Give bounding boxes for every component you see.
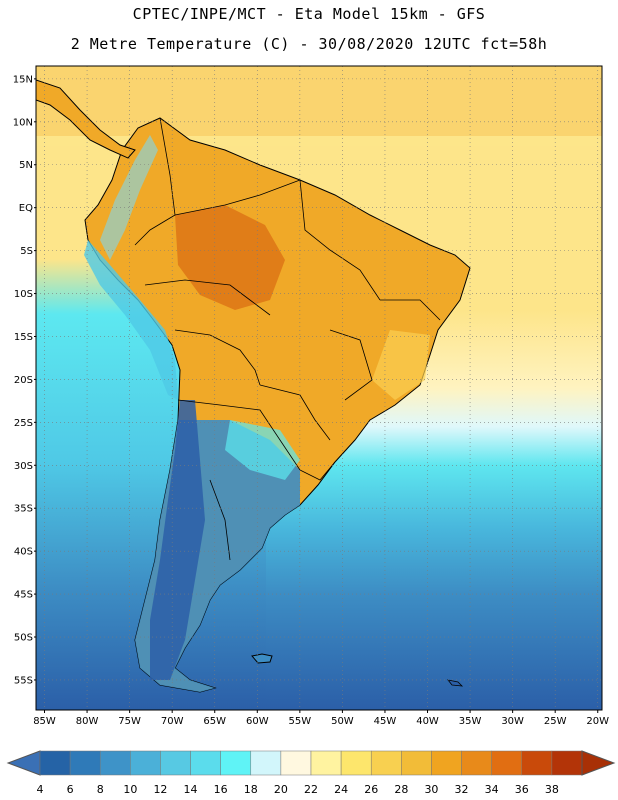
colorbar-tick-label: 14	[183, 783, 198, 796]
colorbar-swatch	[39, 750, 71, 776]
colorbar-tick-label: 28	[394, 783, 409, 796]
colorbar-tick-label: 10	[123, 783, 138, 796]
lon-label: 40W	[416, 716, 439, 727]
colorbar-tick-label: 8	[96, 783, 104, 796]
lon-label: 65W	[203, 716, 226, 727]
lat-label: 10S	[14, 289, 33, 300]
colorbar-tick-label: 6	[66, 783, 74, 796]
country-borders	[134, 117, 441, 561]
colorbar-tick-label: 34	[484, 783, 499, 796]
lat-label: 5S	[20, 246, 33, 257]
longitude-labels: 85W 80W 75W 70W 65W 60W 55W 50W 45W 40W 35W 30W 25W 2…	[33, 710, 609, 727]
colorbar-tick-label: 22	[304, 783, 318, 796]
central-america	[36, 79, 136, 159]
lon-label: 20W	[586, 716, 609, 727]
colorbar-tick-label: 36	[514, 783, 529, 796]
lat-label: 40S	[14, 547, 33, 558]
map-frame	[35, 65, 603, 711]
falkland-islands	[251, 653, 273, 664]
central-cyan	[225, 420, 300, 480]
lat-label: 10N	[13, 117, 33, 128]
colorbar-swatch	[190, 750, 221, 776]
latitude-labels: 15N 10N 5N EQ 5S 10S 15S 20S 25S 30S 35S 40S 45S 50S 5…	[13, 74, 36, 686]
lat-label: 45S	[14, 590, 33, 601]
andes-north-cyan	[100, 135, 158, 260]
lon-label: 70W	[161, 716, 184, 727]
colorbar-swatch	[220, 750, 252, 776]
colorbar-swatch	[130, 750, 161, 776]
colorbar-tick-label: 38	[544, 783, 559, 796]
lat-label: 15S	[14, 332, 33, 343]
colorbar-swatch	[461, 750, 492, 776]
colorbar-swatch	[250, 750, 282, 776]
colorbar-swatch	[431, 750, 462, 776]
map-area	[36, 66, 602, 710]
colorbar-swatch	[99, 750, 131, 776]
lon-label: 60W	[246, 716, 269, 727]
chart-title: CPTEC/INPE/MCT - Eta Model 15km - GFS	[132, 5, 486, 23]
colorbar-swatch	[69, 750, 101, 776]
graticule	[36, 66, 602, 710]
lon-label: 85W	[33, 716, 56, 727]
colorbar-tick-label: 20	[273, 783, 288, 796]
colorbar-tick-label: 30	[424, 783, 439, 796]
colorbar-swatch	[521, 750, 553, 776]
colorbar-swatch	[310, 750, 342, 776]
colorbar-tick-label: 16	[213, 783, 228, 796]
chart-subtitle: 2 Metre Temperature (C) - 30/08/2020 12U…	[70, 35, 548, 53]
colorbar-swatch	[160, 750, 191, 776]
lon-label: 30W	[501, 716, 524, 727]
lon-label: 50W	[331, 716, 354, 727]
colorbar-tick-label: 12	[153, 783, 168, 796]
lat-label: 50S	[14, 633, 33, 644]
lon-label: 55W	[289, 716, 312, 727]
colorbar-tick-label: 26	[364, 783, 379, 796]
temperature-map: 15N 10N 5N EQ 5S 10S 15S 20S 25S 30S 35S 40S 45S 50S 5…	[13, 65, 609, 727]
lat-label: 20S	[14, 375, 33, 386]
colorbar-swatch	[551, 750, 583, 776]
colorbar-low-arrow	[6, 750, 41, 776]
lon-label: 25W	[544, 716, 567, 727]
colorbar-swatch	[340, 750, 372, 776]
lat-label: 25S	[14, 418, 33, 429]
colorbar-tick-label: 4	[36, 783, 44, 796]
colorbar-swatch	[280, 750, 312, 776]
colorbar-swatch	[401, 750, 432, 776]
peru-coast-cyan	[84, 240, 178, 400]
colorbar-swatch	[370, 750, 402, 776]
colorbar-high-arrow	[581, 750, 616, 776]
lat-label: EQ	[19, 203, 33, 214]
caribbean-warm	[36, 66, 602, 136]
lon-label: 75W	[118, 716, 141, 727]
lon-label: 35W	[459, 716, 482, 727]
coast-yellow	[372, 330, 430, 400]
lat-label: 30S	[14, 461, 33, 472]
colorbar-tick-label: 24	[334, 783, 349, 796]
colorbar-swatch	[491, 750, 523, 776]
colorbar-tick-label: 32	[454, 783, 469, 796]
lon-label: 45W	[374, 716, 397, 727]
colorbar	[6, 750, 616, 776]
lat-label: 35S	[14, 504, 33, 515]
lat-label: 55S	[14, 675, 33, 686]
lat-label: 15N	[13, 74, 33, 85]
colorbar-tick-label: 18	[243, 783, 258, 796]
lon-label: 80W	[76, 716, 99, 727]
south-georgia	[447, 679, 464, 687]
amazon-hot	[175, 205, 285, 310]
lat-label: 5N	[19, 160, 33, 171]
andes-cold	[150, 400, 205, 680]
